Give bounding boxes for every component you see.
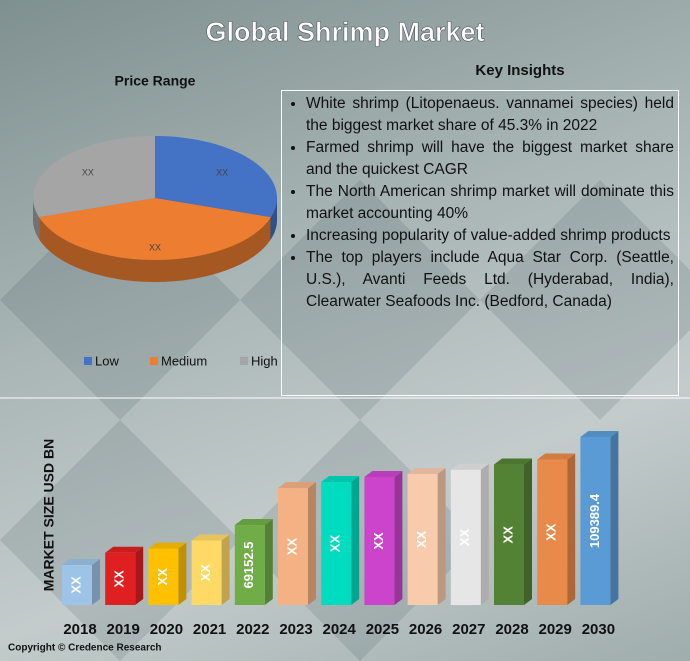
bar xyxy=(450,469,481,605)
x-tick-label: 2019 xyxy=(107,621,140,638)
insight: White shrimp (Litopenaeus. vannamei spec… xyxy=(306,93,674,137)
bar-side xyxy=(264,519,273,605)
x-tick-label: 2026 xyxy=(409,621,442,638)
x-tick-label: 2022 xyxy=(236,621,269,638)
y-axis-label: MARKET SIZE USD BN xyxy=(41,439,57,591)
insight: The top players include Aqua Star Corp. … xyxy=(306,247,674,313)
title: Global Shrimp Market xyxy=(205,17,484,47)
pie-label: XX xyxy=(149,243,161,253)
pie-slice xyxy=(32,136,156,218)
bar-side xyxy=(524,458,532,605)
bar-top xyxy=(191,534,230,541)
bar-top xyxy=(234,519,273,526)
bar-label: XX xyxy=(155,568,170,586)
legend-label: Medium xyxy=(161,353,207,368)
x-tick-label: 2024 xyxy=(323,621,357,638)
x-tick-label: 2030 xyxy=(582,621,615,638)
x-tick-label: 2018 xyxy=(63,621,96,638)
bar xyxy=(580,437,611,605)
bar-top xyxy=(321,476,360,483)
pie-label: XX xyxy=(82,168,94,178)
bar-top xyxy=(537,453,576,460)
legend-label: Low xyxy=(95,353,119,368)
bar-label: XX xyxy=(371,532,386,550)
pie-title: Price Range xyxy=(115,73,196,89)
pie-slice xyxy=(155,136,277,218)
bar-side xyxy=(567,453,576,605)
bar-label: 69152.5 xyxy=(241,542,256,589)
bar-top xyxy=(105,546,144,553)
bar xyxy=(321,482,352,605)
bar xyxy=(62,565,92,605)
bar-label: XX xyxy=(544,523,559,541)
insight: The North American shrimp market will do… xyxy=(306,181,674,225)
bar-side xyxy=(308,482,316,605)
bar-top xyxy=(278,482,316,489)
x-tick-label: 2029 xyxy=(539,621,572,638)
bar xyxy=(105,552,136,605)
legend-swatch xyxy=(150,357,158,365)
bar xyxy=(537,459,568,605)
bar-label: XX xyxy=(328,535,343,553)
bar-side xyxy=(394,471,403,605)
background-pattern xyxy=(0,180,690,661)
x-tick-label: 2025 xyxy=(366,621,399,638)
insight: Increasing popularity of value-added shr… xyxy=(306,225,674,247)
x-tick-label: 2020 xyxy=(150,621,183,638)
x-tick-label: 2023 xyxy=(279,621,312,638)
legend-swatch xyxy=(84,357,92,365)
insights-title: Key Insights xyxy=(475,62,565,79)
bar-label: XX xyxy=(500,526,515,544)
pie-label: XX xyxy=(216,168,228,178)
bar-side xyxy=(221,534,230,605)
bar-label: XX xyxy=(198,564,213,582)
bar-side xyxy=(135,546,144,605)
bar xyxy=(148,548,179,605)
bar xyxy=(407,473,438,605)
bar-label: 109389.4 xyxy=(587,493,602,548)
bar-side xyxy=(437,467,446,605)
x-tick-label: 2028 xyxy=(495,621,528,638)
bar-top xyxy=(580,431,619,437)
bar-top xyxy=(450,463,489,470)
bar xyxy=(494,464,524,605)
bar-side xyxy=(92,559,100,605)
bar-label: XX xyxy=(68,576,83,594)
bar-label: XX xyxy=(457,528,472,546)
bar-side xyxy=(610,431,619,605)
pie-slice xyxy=(38,198,272,260)
bar-top xyxy=(364,471,403,478)
bar-top xyxy=(407,467,446,474)
bar-top xyxy=(62,559,100,565)
bar xyxy=(234,525,265,605)
legend-label: High xyxy=(251,353,278,368)
bar xyxy=(191,540,222,605)
bar-label: XX xyxy=(284,538,299,556)
x-tick-label: 2021 xyxy=(193,621,226,638)
insights-box: White shrimp (Litopenaeus. vannamei spec… xyxy=(281,90,679,396)
insights-list: White shrimp (Litopenaeus. vannamei spec… xyxy=(282,93,674,313)
bar xyxy=(364,477,395,605)
copyright: Copyright © Credence Research xyxy=(8,643,162,654)
bar-top xyxy=(494,458,532,465)
bar xyxy=(278,488,308,605)
insight: Farmed shrimp will have the biggest mark… xyxy=(306,137,674,181)
bar-side xyxy=(178,542,187,605)
bar-label: XX xyxy=(112,570,127,588)
bar-side xyxy=(480,463,489,605)
bar-label: XX xyxy=(414,530,429,548)
bar-top xyxy=(148,542,187,549)
x-tick-label: 2027 xyxy=(452,621,485,638)
legend-swatch xyxy=(240,357,248,365)
bar-side xyxy=(351,476,360,605)
